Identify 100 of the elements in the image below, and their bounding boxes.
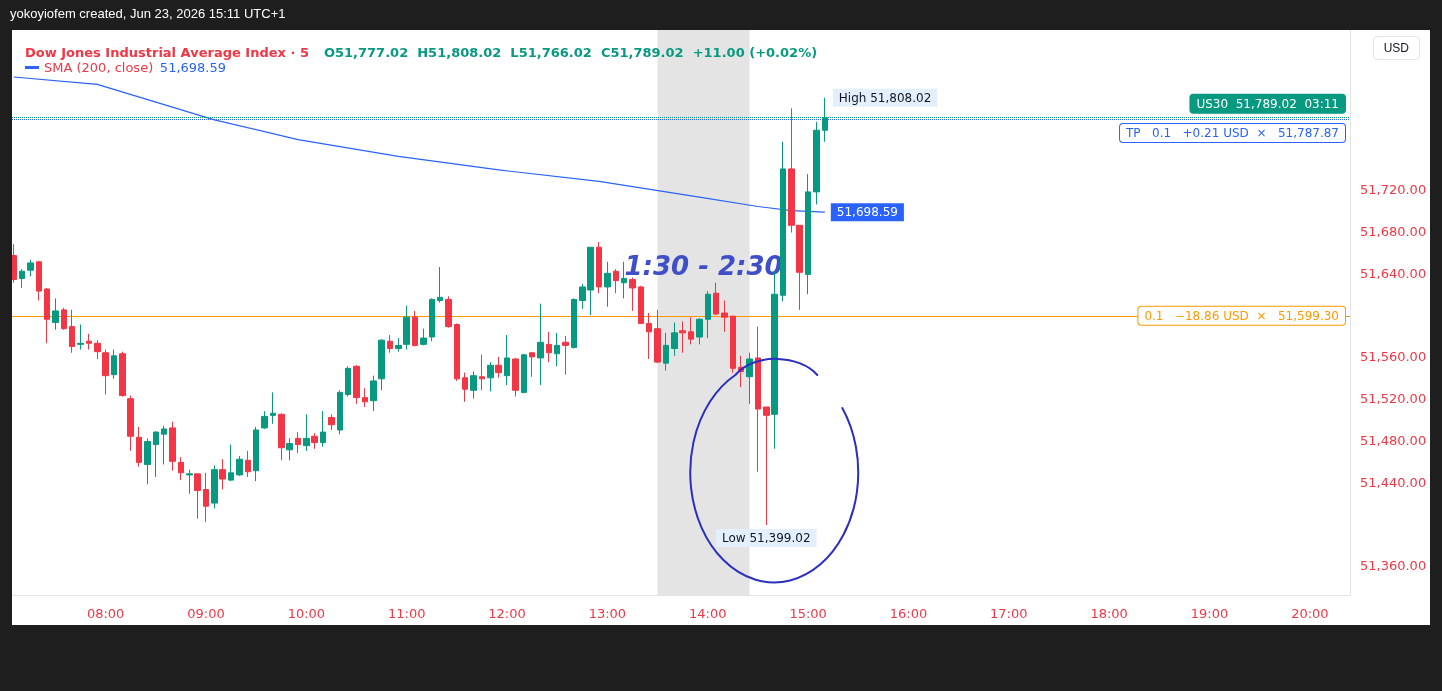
- candlestick: [479, 354, 485, 391]
- x-tick-label: 20:00: [1291, 606, 1329, 621]
- candlestick: [203, 472, 209, 523]
- candlestick: [679, 320, 686, 354]
- candlestick: [629, 277, 636, 312]
- y-tick-label: 51,560.00: [1360, 349, 1427, 365]
- y-tick-label: 51,520.00: [1360, 391, 1427, 407]
- candlestick: [44, 287, 50, 344]
- candlestick: [86, 333, 92, 351]
- candlestick: [186, 469, 193, 495]
- y-tick-label: 51,480.00: [1360, 432, 1427, 448]
- candlestick: [169, 421, 176, 472]
- candlestick: [345, 365, 351, 398]
- candlestick: [19, 268, 25, 289]
- x-tick-label: 15:00: [789, 606, 827, 621]
- candlestick: [27, 259, 34, 277]
- x-tick-label: 11:00: [387, 606, 426, 621]
- y-tick-label: 51,440.00: [1360, 474, 1427, 490]
- candlestick: [638, 285, 644, 324]
- y-tick-label: 51,360.00: [1360, 558, 1427, 574]
- candlestick: [136, 426, 142, 468]
- candlestick: [755, 326, 761, 473]
- candlestick: [211, 465, 218, 509]
- x-tick-label: 13:00: [588, 606, 627, 621]
- text: USD: [1372, 36, 1420, 60]
- candlestick: [127, 395, 134, 452]
- candlestick: [696, 317, 703, 345]
- candlestick: [161, 425, 167, 465]
- candlestick: [245, 450, 251, 478]
- candlestick: [671, 321, 678, 357]
- candlestick: [320, 410, 326, 448]
- candlestick: [663, 332, 669, 371]
- candlestick: [537, 303, 544, 386]
- candlestick: [69, 309, 75, 354]
- candlestick: [412, 310, 418, 347]
- legend-label: SMA (200, close): [44, 60, 154, 75]
- y-tick-label: 51,640.00: [1360, 265, 1427, 281]
- x-tick-label: 10:00: [287, 606, 326, 621]
- candlestick: [77, 324, 84, 351]
- candlestick: [36, 260, 42, 301]
- candlestick: [236, 455, 243, 477]
- ref-line-label: TP 0.1 +0.21 USD × 51,787.87: [1125, 125, 1339, 140]
- x-tick-label: 14:00: [689, 606, 727, 621]
- candlestick: [470, 371, 477, 400]
- candlestick: [144, 437, 151, 485]
- text: yokoyiofem created, Jun 23, 2026 15:11 UTC+1: [10, 6, 286, 21]
- candlestick: [596, 241, 602, 294]
- x-tick-label: 08:00: [86, 606, 125, 621]
- x-tick-label: 17:00: [990, 606, 1028, 621]
- candlestick: [420, 328, 427, 346]
- candlestick: [521, 353, 527, 394]
- candlestick: [94, 339, 101, 360]
- candlestick: [562, 335, 569, 376]
- candlestick: [370, 375, 377, 412]
- candlestick: [437, 266, 443, 304]
- candlestick: [378, 338, 385, 391]
- candlestick: [721, 299, 728, 333]
- candlestick: [730, 315, 736, 374]
- candlestick: [270, 391, 276, 425]
- candlestick: [780, 141, 786, 303]
- data-label: 51,698.59: [836, 205, 898, 220]
- candlestick: [119, 351, 126, 398]
- candlestick: [504, 334, 510, 386]
- candlestick: [403, 305, 410, 351]
- candlestick: [613, 268, 619, 294]
- ref-line-label: US30 51,789.02 03:11: [1196, 96, 1339, 111]
- x-tick-label: 18:00: [1090, 606, 1128, 621]
- y-tick-label: 51,720.00: [1360, 182, 1427, 198]
- x-tick-label: 16:00: [889, 606, 928, 621]
- candlestick: [61, 307, 67, 331]
- candlestick: [445, 295, 452, 329]
- candlestick: [111, 349, 117, 380]
- candlestick: [219, 458, 226, 491]
- candlestick: [153, 430, 159, 478]
- candlestick: [705, 290, 711, 339]
- ref-line-label: 0.1 −18.86 USD × 51,599.30: [1144, 308, 1339, 323]
- candlestick: [454, 322, 460, 382]
- candlestick: [261, 410, 268, 430]
- candlestick: [546, 331, 552, 363]
- candlestick: [746, 352, 753, 405]
- candlestick: [102, 349, 109, 395]
- candlestick: [362, 387, 368, 408]
- candlestick: [353, 364, 360, 405]
- x-tick-label: 12:00: [488, 606, 526, 621]
- candlestick: [813, 121, 820, 205]
- y-tick-label: 51,680.00: [1360, 224, 1427, 240]
- candlestick: [621, 261, 627, 299]
- text: Dow Jones Industrial Average Index · 5: [25, 44, 309, 60]
- x-tick-label: 09:00: [187, 606, 225, 621]
- annotation: High 51,808.02: [838, 90, 932, 105]
- candlestick: [253, 426, 259, 482]
- band-label: 1:30 - 2:30: [624, 251, 783, 281]
- candlestick: [604, 261, 611, 308]
- candlestick: [529, 352, 535, 378]
- candlestick: [763, 406, 770, 526]
- text: O51,777.02 H51,808.02 L51,766.02 C51,789.02 +11.00 (+0.02%): [323, 44, 818, 60]
- candlestick: [178, 456, 184, 481]
- candlestick: [654, 309, 661, 364]
- candlestick: [495, 356, 502, 379]
- candlestick: [805, 173, 811, 295]
